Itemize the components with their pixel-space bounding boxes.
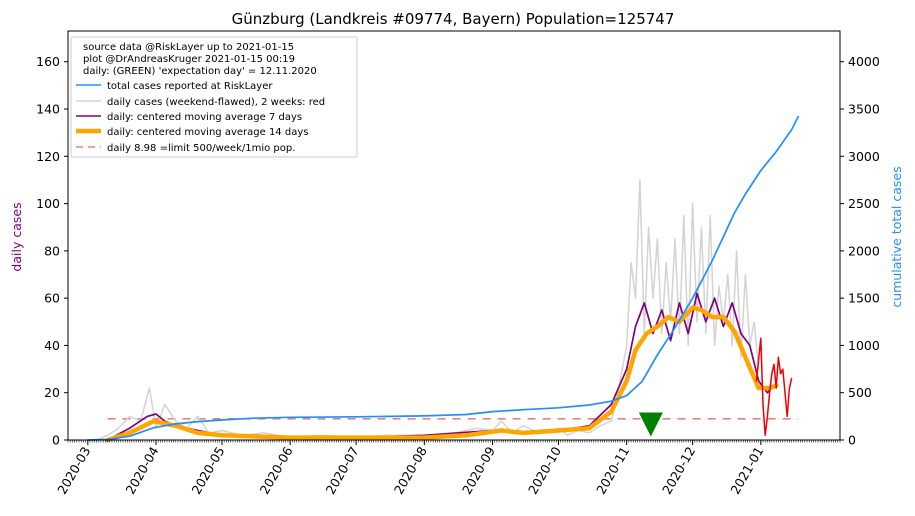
y-left-tick-label: 140 [36,102,60,117]
legend-label-limit: daily 8.98 =limit 500/week/1mio pop. [107,143,295,154]
y-left-tick-label: 160 [36,54,60,69]
expectation-day-marker [638,412,663,437]
y-left-tick-label: 20 [44,385,60,400]
legend-box [70,36,358,158]
y-left-tick-label: 0 [52,433,60,448]
y-axis-right-label: cumulative total cases [889,166,904,307]
y-right-tick-label: 2500 [848,196,880,211]
y-right-tick-label: 500 [848,385,872,400]
y-left-tick-label: 80 [44,243,60,258]
legend-label-daily: daily cases (weekend-flawed), 2 weeks: r… [107,97,325,108]
y-right-tick-label: 4000 [848,54,880,69]
series-line-cumulative [86,115,800,441]
y-right-tick-label: 1500 [848,291,880,306]
chart-title: Günzburg (Landkreis #09774, Bayern) Popu… [232,10,675,28]
y-right-tick-label: 3500 [848,102,880,117]
legend-label-ma14: daily: centered moving average 14 days [107,127,308,138]
y-right-tick-label: 0 [848,433,856,448]
y-left-tick-label: 120 [36,149,60,164]
legend-label-total: total cases reported at RiskLayer [107,81,273,92]
y-left-tick-label: 100 [36,196,60,211]
y-left-tick-label: 60 [44,291,60,306]
plot-frame [67,30,841,441]
legend-label-ma7: daily: centered moving average 7 days [107,112,302,123]
legend-note-expectation: daily: (GREEN) 'expectation day' = 12.11… [83,66,317,77]
y-axis-left-label: daily cases [9,202,24,271]
legend-note-source: source data @RiskLayer up to 2021-01-15 [83,42,294,53]
series-line-daily-recent [755,337,793,437]
series-line-ma14 [105,305,779,443]
y-right-tick-label: 2000 [848,243,880,258]
y-right-tick-label: 1000 [848,338,880,353]
y-left-tick-label: 40 [44,338,60,353]
y-right-tick-label: 3000 [848,149,880,164]
legend-note-plot: plot @DrAndreasKruger 2021-01-15 00:19 [83,54,295,65]
series-line-daily [95,179,760,441]
legend: source data @RiskLayer up to 2021-01-15 … [70,36,358,158]
